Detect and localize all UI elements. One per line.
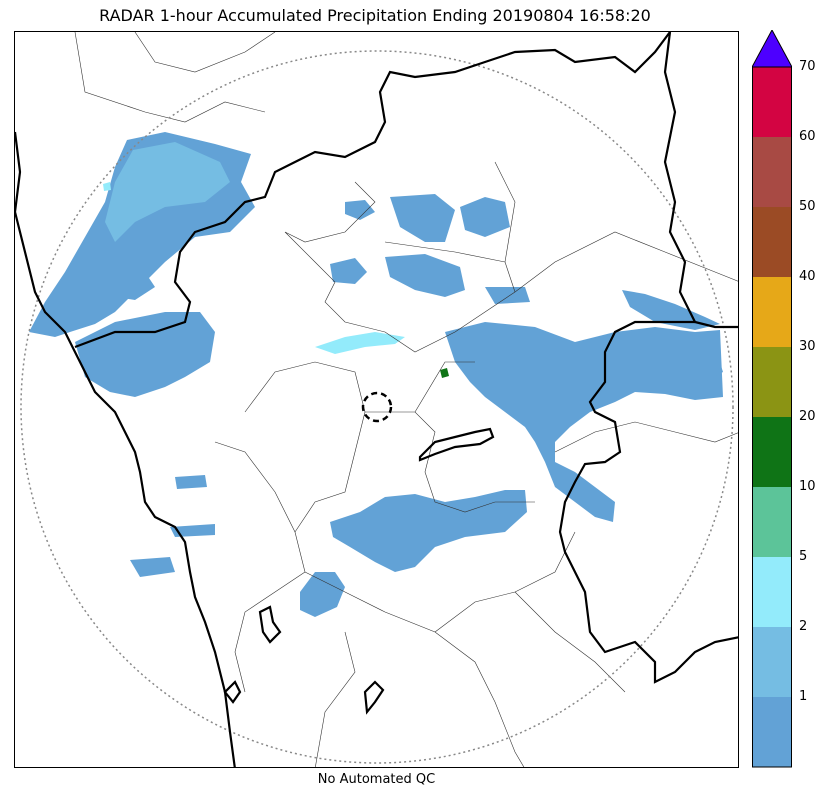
precip-area-southwest-2 — [175, 475, 207, 489]
precip-area-central-1 — [330, 258, 367, 284]
colorbar-segment — [752, 347, 792, 417]
state-boundary — [74, 32, 671, 349]
state-boundary — [558, 320, 738, 684]
district-boundary — [554, 421, 738, 453]
colorbar-segment — [752, 277, 792, 347]
state-boundary — [663, 32, 738, 329]
precip-area-southwest-3 — [170, 524, 215, 537]
colorbar-overflow-triangle — [752, 30, 792, 68]
state-boundary — [15, 131, 236, 767]
colorbar-segment — [752, 487, 792, 557]
district-boundary — [494, 161, 516, 293]
colorbar-tick-label: 40 — [799, 269, 816, 284]
colorbar-tick-label: 10 — [799, 479, 816, 494]
colorbar-segment — [752, 697, 792, 767]
colorbar-segment — [752, 207, 792, 277]
colorbar-segment — [752, 627, 792, 697]
colorbar-frame — [752, 66, 792, 768]
colorbar-segment — [752, 67, 792, 137]
state-boundary — [258, 605, 282, 644]
state-boundary — [418, 427, 495, 462]
state-boundaries — [15, 32, 738, 767]
precip-area-east-right — [635, 347, 723, 382]
district-boundary — [284, 181, 738, 353]
precip-area-east-band — [445, 322, 723, 522]
precip-area-central-2 — [385, 254, 465, 297]
precip-area-north-3 — [345, 200, 375, 220]
colorbar-tick-label: 2 — [799, 619, 808, 634]
radar-map[interactable] — [14, 31, 739, 768]
precipitation-colorbar — [752, 30, 792, 768]
radar-site-marker — [361, 391, 393, 423]
colorbar-tick-label: 50 — [799, 199, 816, 214]
qc-note: No Automated QC — [317, 772, 436, 787]
district-boundary — [414, 361, 475, 413]
district-boundaries — [74, 32, 738, 767]
district-boundary — [365, 411, 535, 513]
precip-area-central-3 — [485, 287, 530, 304]
colorbar-tick-label: 5 — [799, 549, 808, 564]
precip-area-south-center — [330, 490, 527, 572]
state-boundary — [223, 680, 242, 704]
district-boundary — [74, 32, 266, 123]
precip-area-cyan-streak — [315, 332, 405, 354]
precip-area-west — [75, 312, 215, 397]
map-title: RADAR 1-hour Accumulated Precipitation E… — [99, 6, 651, 25]
precip-area-green-cell — [440, 368, 449, 378]
precip-area-north-2 — [390, 194, 455, 242]
colorbar-tick-label: 1 — [799, 689, 808, 704]
precip-area-northwest-mid — [105, 142, 230, 242]
district-boundary — [315, 631, 356, 767]
colorbar-tick-label: 60 — [799, 129, 816, 144]
colorbar-tick-label: 20 — [799, 409, 816, 424]
precipitation-layer — [29, 132, 723, 617]
colorbar-segment — [752, 137, 792, 207]
district-boundary — [244, 361, 366, 533]
state-boundary — [363, 680, 385, 715]
range-ring — [20, 50, 734, 764]
colorbar-segment — [752, 557, 792, 627]
district-boundary — [214, 441, 306, 693]
district-boundary — [304, 571, 525, 767]
precip-area-cyan-dot-1 — [103, 182, 111, 191]
precip-area-south-blob — [300, 572, 345, 617]
district-boundary — [384, 241, 506, 263]
district-boundary — [434, 531, 576, 633]
district-boundary — [134, 32, 276, 73]
precip-area-north-1 — [460, 197, 510, 237]
radar-map-canvas — [15, 32, 738, 767]
precip-area-southwest-1 — [130, 557, 175, 577]
colorbar-segment — [752, 417, 792, 487]
colorbar-tick-label: 30 — [799, 339, 816, 354]
precip-area-west-small — [115, 272, 155, 300]
colorbar-tick-label: 70 — [799, 59, 816, 74]
precip-area-east-upper — [622, 290, 720, 330]
